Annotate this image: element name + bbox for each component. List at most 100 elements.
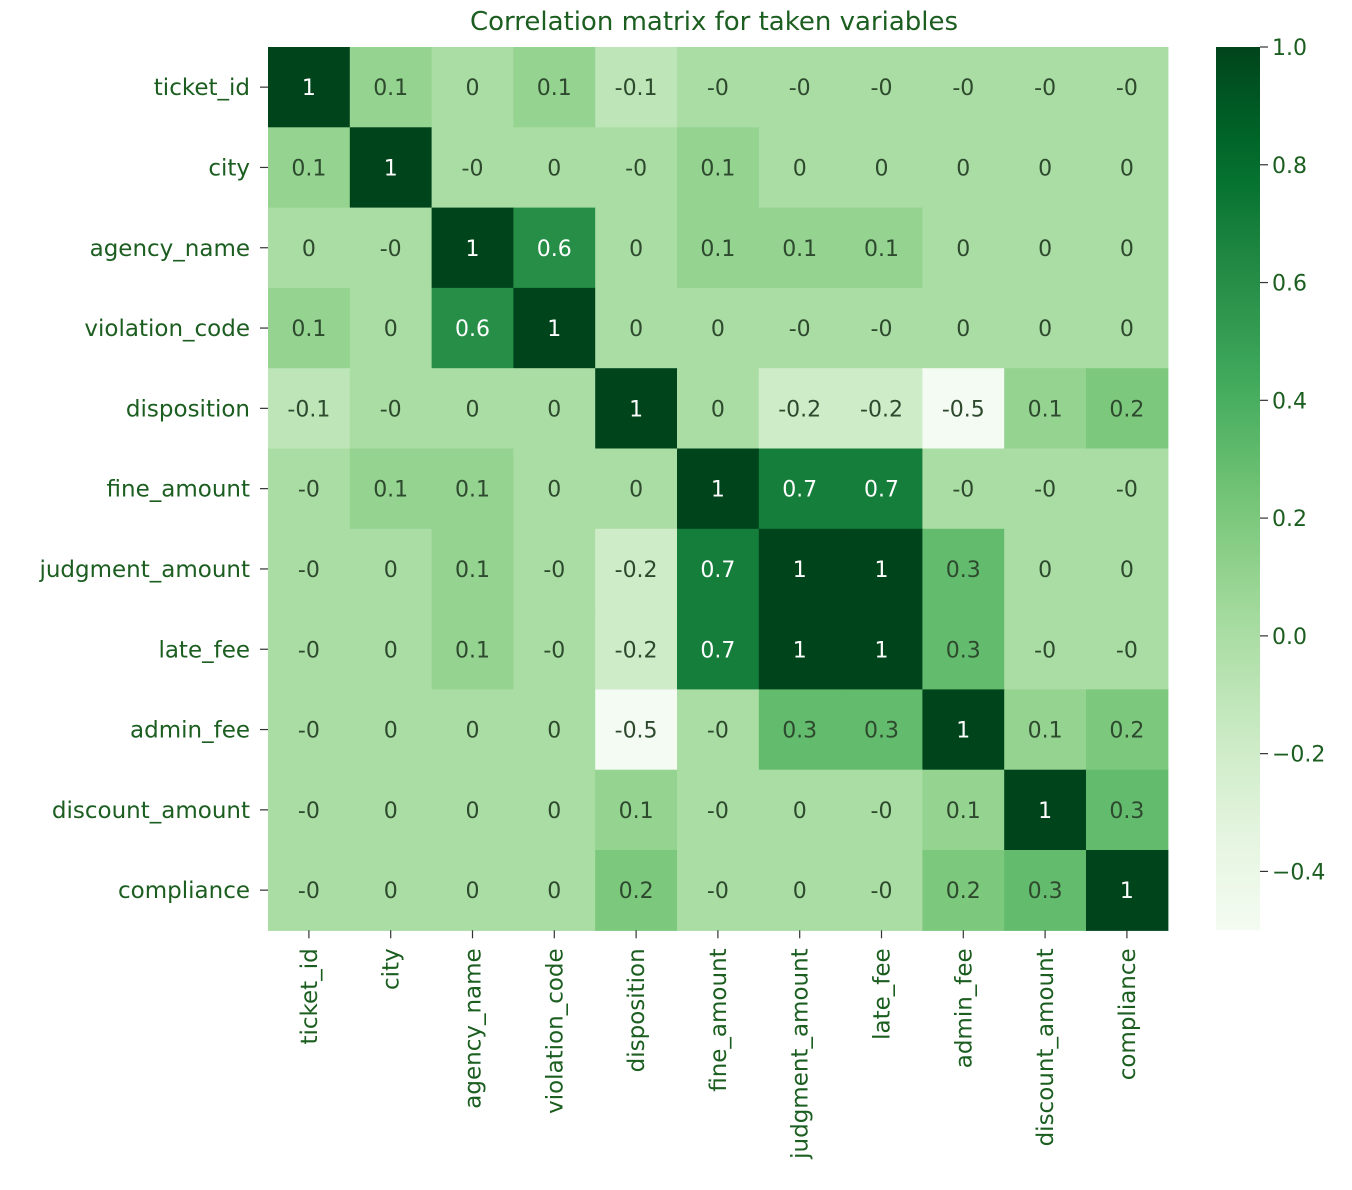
- cell-value-label: 0: [547, 799, 561, 824]
- heatmap-cell: [840, 528, 923, 610]
- cell-value-label: -0: [1116, 76, 1138, 101]
- cell-value-label: 1: [875, 638, 889, 663]
- heatmap-cell: [268, 689, 351, 771]
- cell-value-label: 1: [629, 397, 643, 422]
- cell-value-label: 0.1: [291, 317, 326, 342]
- x-tick-label: judgment_amount: [788, 948, 814, 1160]
- cell-value-label: 0: [1120, 156, 1134, 181]
- cell-value-label: 0: [711, 397, 725, 422]
- heatmap-cell: [595, 448, 678, 530]
- cell-value-label: 0: [956, 317, 970, 342]
- cell-value-label: 0.7: [700, 558, 735, 583]
- cell-value-label: -0: [871, 879, 893, 904]
- heatmap-cell: [677, 287, 760, 369]
- cell-value-label: 0: [547, 879, 561, 904]
- cell-value-label: 0.1: [619, 799, 654, 824]
- heatmap-cell: [922, 368, 1005, 450]
- cell-value-label: 0: [711, 317, 725, 342]
- heatmap-cell: [268, 47, 351, 128]
- heatmap-cell: [1004, 47, 1087, 128]
- cell-value-label: 1: [875, 558, 889, 583]
- heatmap-cell: [349, 689, 433, 771]
- heatmap-cell: [677, 207, 760, 289]
- cell-value-label: 0: [1120, 317, 1134, 342]
- heatmap-cell: [758, 609, 842, 690]
- cell-value-label: 0.7: [782, 478, 817, 503]
- heatmap-cell: [1086, 127, 1169, 209]
- colorbar-tick-label: 1.0: [1272, 36, 1307, 61]
- x-tick-label: discount_amount: [1033, 948, 1059, 1146]
- heatmap-cell: [922, 127, 1005, 209]
- heatmap-cell: [349, 850, 433, 931]
- cell-value-label: -0: [543, 638, 565, 663]
- cell-value-label: 0.1: [373, 76, 408, 101]
- cell-value-label: -0.5: [615, 719, 658, 744]
- heatmap-cell: [513, 609, 596, 690]
- cell-value-label: 0: [1038, 156, 1052, 181]
- heatmap-cell: [268, 850, 351, 931]
- heatmap-cell: [922, 528, 1005, 610]
- heatmap-cell: [677, 528, 760, 610]
- x-axis-tick-labels: ticket_id city agency_name violation_code di…: [297, 930, 1141, 1160]
- cell-value-label: 0: [384, 638, 398, 663]
- heatmap-cell: [431, 368, 514, 450]
- heatmap-cell: [677, 769, 760, 851]
- heatmap-cell: [431, 287, 514, 369]
- cell-value-label: 0.3: [1028, 879, 1063, 904]
- cell-value-label: 0.1: [373, 478, 408, 503]
- heatmap-cell: [595, 609, 678, 690]
- cell-value-label: -0: [1034, 638, 1056, 663]
- cell-value-label: 0.3: [864, 719, 899, 744]
- heatmap-cell: [349, 609, 433, 690]
- cell-value-label: 0.1: [291, 156, 326, 181]
- cell-value-label: 0: [384, 799, 398, 824]
- heatmap-cell: [840, 368, 923, 450]
- heatmap-cell: [840, 47, 923, 128]
- cell-value-label: 0: [466, 397, 480, 422]
- cell-value-label: -0: [298, 719, 320, 744]
- cell-value-label: 0: [384, 317, 398, 342]
- heatmap-cell: [513, 47, 596, 128]
- heatmap-cell: [349, 287, 433, 369]
- cell-value-label: -0: [707, 76, 729, 101]
- cell-value-label: 0.2: [1109, 719, 1144, 744]
- y-tick-label: late_fee: [158, 637, 250, 663]
- heatmap-cell: [758, 528, 842, 610]
- cell-value-label: -0: [952, 76, 974, 101]
- cell-value-label: -0: [1116, 638, 1138, 663]
- cell-value-label: 0: [875, 156, 889, 181]
- heatmap-cell: [677, 448, 760, 530]
- cell-value-label: 0: [547, 397, 561, 422]
- y-tick-label: judgment_amount: [38, 557, 250, 583]
- cell-value-label: 0.1: [537, 76, 572, 101]
- heatmap-cell: [431, 47, 514, 128]
- cell-value-label: -0: [871, 76, 893, 101]
- colorbar-tick-label: 0.0: [1272, 625, 1307, 650]
- cell-value-label: -0: [298, 638, 320, 663]
- y-tick-label: compliance: [118, 878, 250, 904]
- heatmap-cell: [595, 127, 678, 209]
- heatmap-cell: [922, 287, 1005, 369]
- cell-value-label: -0: [380, 237, 402, 262]
- heatmap-cell: [349, 528, 433, 610]
- colorbar-gradient: [1216, 47, 1260, 931]
- heatmap-cell: [840, 287, 923, 369]
- heatmap-cell: [1004, 689, 1087, 771]
- heatmap-cell: [922, 769, 1005, 851]
- cell-value-label: 0.3: [946, 558, 981, 583]
- y-tick-label: violation_code: [84, 316, 250, 342]
- heatmap-cell: [922, 47, 1005, 128]
- y-tick-label: city: [208, 155, 250, 181]
- heatmap-cell: [677, 127, 760, 209]
- heatmap-cell: [268, 127, 351, 209]
- heatmap-cell: [840, 448, 923, 530]
- cell-value-label: 0: [466, 76, 480, 101]
- cell-value-label: 1: [466, 237, 480, 262]
- heatmap-cell: [1004, 609, 1087, 690]
- heatmap-cell: [922, 609, 1005, 690]
- heatmap-cell: [758, 448, 842, 530]
- heatmap-cell: [1004, 207, 1087, 289]
- cell-value-label: 0: [547, 156, 561, 181]
- heatmap-cell: [677, 47, 760, 128]
